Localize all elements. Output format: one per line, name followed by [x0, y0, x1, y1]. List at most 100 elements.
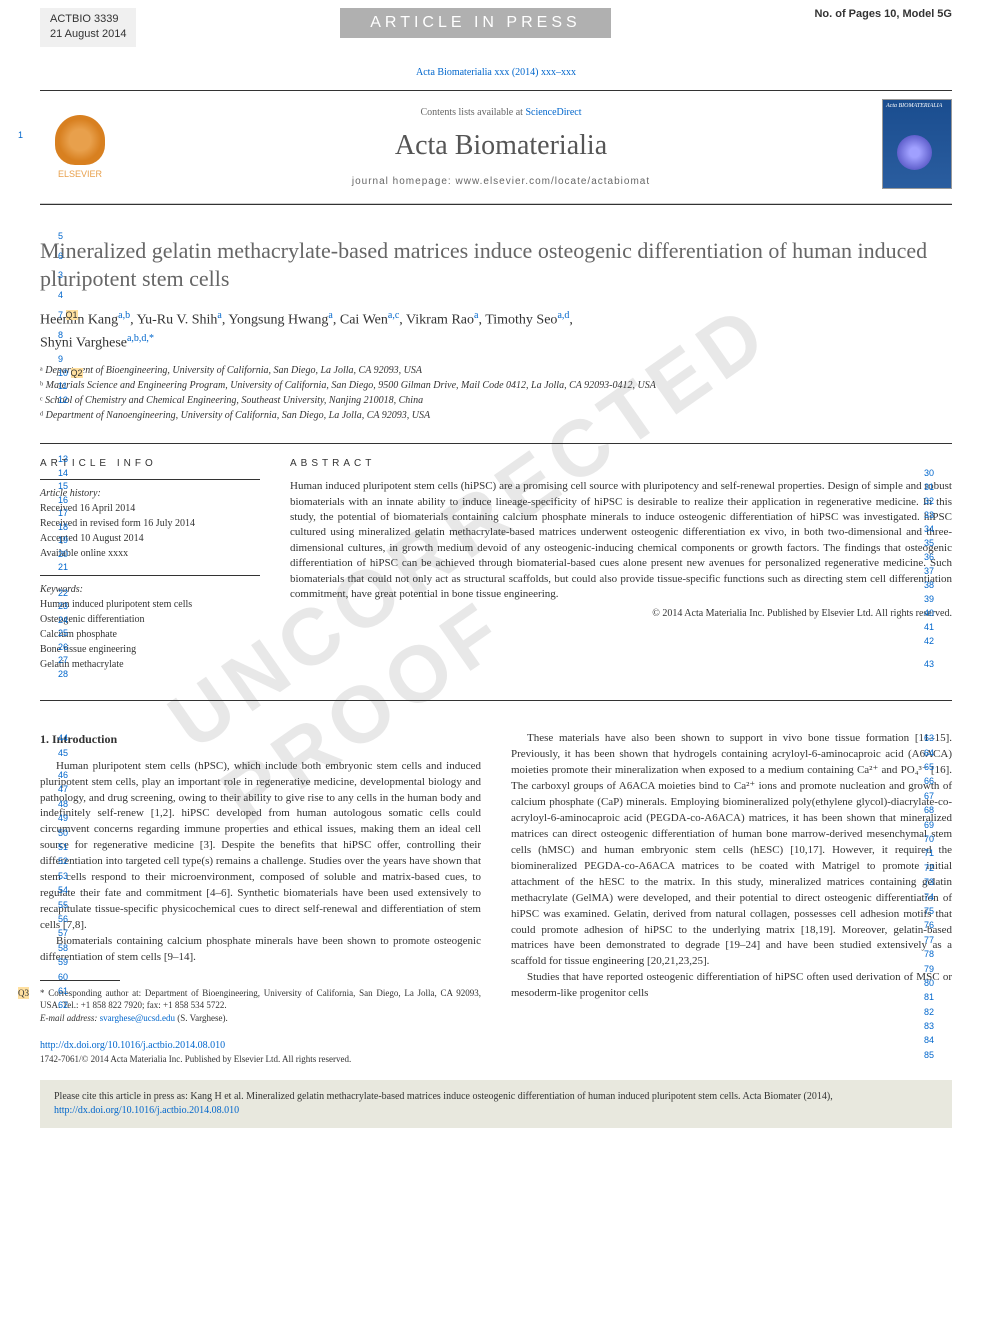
page-model-info: No. of Pages 10, Model 5G	[814, 8, 952, 20]
corresponding-marker: *	[149, 333, 154, 344]
line-number: 20	[58, 548, 68, 562]
body-column-left: 1. Introduction Human pluripotent stem c…	[40, 731, 481, 1066]
abstract-column: ABSTRACT Human induced pluripotent stem …	[290, 458, 952, 686]
line-number: 61	[58, 984, 68, 998]
line-number: 9	[58, 353, 83, 367]
line-number: 17	[58, 507, 68, 521]
line-number: 83	[924, 1019, 934, 1033]
line-number: 4	[58, 286, 78, 306]
doi-link[interactable]: http://dx.doi.org/10.1016/j.actbio.2014.…	[40, 1040, 225, 1051]
journal-homepage: journal homepage: www.elsevier.com/locat…	[128, 176, 874, 187]
corresponding-author-note: * Corresponding author at: Department of…	[40, 987, 481, 1012]
line-number: 77	[924, 933, 934, 947]
section-heading-introduction: 1. Introduction	[40, 731, 481, 748]
doi-block: http://dx.doi.org/10.1016/j.actbio.2014.…	[40, 1039, 481, 1067]
article-history: Article history: Received 16 April 2014 …	[40, 479, 260, 561]
issn-copyright: 1742-7061/© 2014 Acta Materialia Inc. Pu…	[40, 1053, 481, 1066]
authors-list: Heemin Kanga,b, Yu-Ru V. Shiha, Yongsung…	[40, 308, 952, 353]
line-number: 27	[58, 654, 68, 668]
body-paragraph: Studies that have reported osteogenic di…	[511, 970, 952, 1002]
line-number: 28	[58, 668, 68, 682]
line-number: 42	[924, 635, 934, 649]
line-number: 22	[58, 587, 68, 601]
publisher-name: ELSEVIER	[58, 169, 102, 179]
line-number: 64	[924, 746, 934, 760]
line-number: 12	[58, 394, 83, 408]
line-number: 66	[924, 774, 934, 788]
homepage-url[interactable]: www.elsevier.com/locate/actabiomat	[456, 176, 651, 187]
line-number: 35	[924, 537, 934, 551]
page-container: ACTBIO 3339 21 August 2014 ARTICLE IN PR…	[0, 0, 992, 1128]
email-link[interactable]: svarghese@ucsd.edu	[100, 1013, 175, 1023]
line-number: 63	[924, 731, 934, 745]
line-number: 55	[58, 898, 68, 912]
line-number: 69	[924, 818, 934, 832]
line-number: 7 Q1	[58, 306, 78, 326]
line-number: 41	[924, 621, 934, 635]
article-content: 5 6 3 4 7 Q1 8 Mineralized gelatin metha…	[40, 207, 952, 1066]
manuscript-id: ACTBIO 3339	[50, 12, 126, 27]
line-number: 52	[58, 854, 68, 868]
line-number: 40	[924, 607, 934, 621]
line-number: 5	[58, 227, 78, 247]
line-number: 82	[924, 1005, 934, 1019]
line-number: 60	[58, 970, 68, 984]
line-number: 73	[924, 875, 934, 889]
footnote-separator	[40, 980, 120, 981]
body-paragraph: These materials have also been shown to …	[511, 731, 952, 970]
line-number: 85	[924, 1048, 934, 1062]
top-header: ACTBIO 3339 21 August 2014 ARTICLE IN PR…	[0, 0, 992, 55]
line-number: 23	[58, 600, 68, 614]
line-number: 44	[58, 731, 68, 745]
line-number: 32	[924, 495, 934, 509]
email-line: E-mail address: svarghese@ucsd.edu (S. V…	[40, 1012, 481, 1025]
line-number: 33	[924, 509, 934, 523]
body-paragraph: Human pluripotent stem cells (hPSC), whi…	[40, 759, 481, 934]
citation-doi-link[interactable]: http://dx.doi.org/10.1016/j.actbio.2014.…	[54, 1105, 239, 1116]
line-number: 1	[18, 130, 23, 141]
citation-reference: Acta Biomaterialia xxx (2014) xxx–xxx	[0, 55, 992, 90]
line-number: 78	[924, 947, 934, 961]
abstract-heading: ABSTRACT	[290, 458, 952, 469]
journal-header: ELSEVIER Contents lists available at Sci…	[40, 90, 952, 205]
query-marker: Q3	[18, 987, 29, 1000]
line-number: 1314	[58, 453, 68, 480]
line-number: 59	[58, 955, 68, 969]
line-number: 38	[924, 579, 934, 593]
line-number: 76	[924, 918, 934, 932]
line-number: 51	[58, 840, 68, 854]
line-number: 50	[58, 826, 68, 840]
elsevier-tree-icon	[55, 115, 105, 165]
line-number: 31	[924, 481, 934, 495]
sciencedirect-link[interactable]: ScienceDirect	[525, 107, 581, 118]
contents-available-line: Contents lists available at ScienceDirec…	[128, 107, 874, 118]
body-column-right: These materials have also been shown to …	[511, 731, 952, 1066]
line-number: 10 Q2	[58, 367, 83, 381]
line-number: 53	[58, 869, 68, 883]
journal-cover-thumbnail: Acta BIOMATERIALIA	[882, 99, 952, 189]
line-number: 19	[58, 534, 68, 548]
line-number: 36	[924, 551, 934, 565]
line-number: 81	[924, 990, 934, 1004]
article-info-heading: ARTICLE INFO	[40, 458, 260, 469]
body-paragraph: Biomaterials containing calcium phosphat…	[40, 934, 481, 966]
line-number: 1516	[58, 480, 68, 507]
publisher-logo: ELSEVIER	[40, 99, 120, 195]
line-number: 37	[924, 565, 934, 579]
line-number: 57	[58, 926, 68, 940]
line-number: 39	[924, 593, 934, 607]
line-number: 48	[58, 797, 68, 811]
affiliations: ᵃ Department of Bioengineering, Universi…	[40, 363, 952, 423]
line-number: 30	[924, 467, 934, 481]
line-number: 67	[924, 789, 934, 803]
line-number: 25	[58, 627, 68, 641]
line-number: 34	[924, 523, 934, 537]
line-number: 84	[924, 1033, 934, 1047]
line-number: 79	[924, 962, 934, 976]
line-number: 74	[924, 890, 934, 904]
line-number: 8	[58, 326, 78, 346]
line-number: 62	[58, 998, 68, 1012]
line-number: 72	[924, 861, 934, 875]
line-number: 80	[924, 976, 934, 990]
line-number: 3	[58, 266, 78, 286]
